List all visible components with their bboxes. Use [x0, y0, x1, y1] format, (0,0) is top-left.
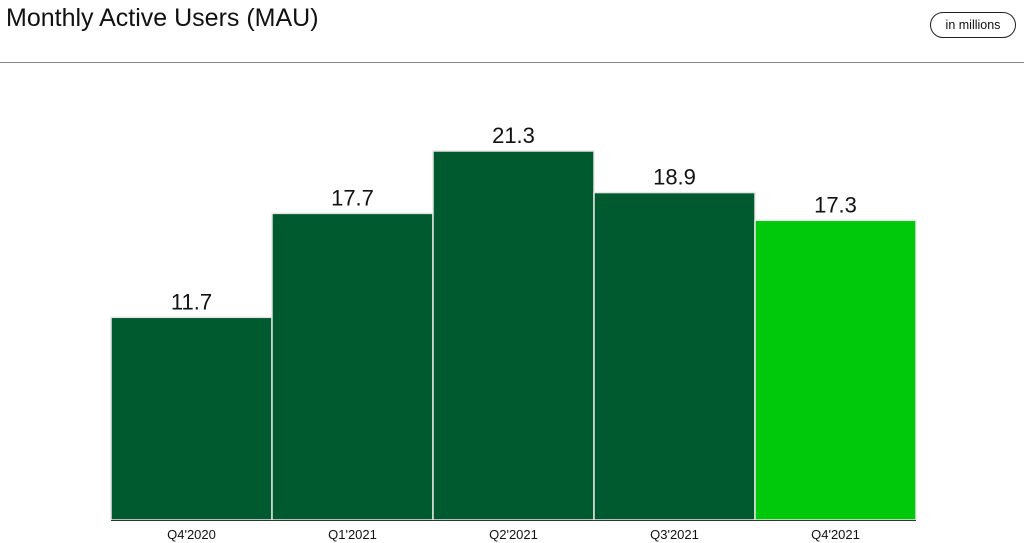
bar-value-label: 11.7 [171, 289, 212, 314]
bar-Q2'2021 [432, 150, 595, 521]
x-tick-label: Q4'2021 [811, 527, 860, 542]
bar-Q3'2021 [593, 191, 756, 521]
bar-value-label: 21.3 [492, 123, 535, 148]
bar-value-label: 17.3 [814, 192, 857, 217]
bar-value-label: 17.7 [331, 185, 374, 210]
page-title: Monthly Active Users (MAU) [6, 4, 319, 32]
bar-Q1'2021 [271, 212, 434, 521]
unit-badge: in millions [930, 12, 1016, 38]
header-divider [0, 62, 1024, 63]
bars-group [110, 150, 917, 521]
bar-Q4'2020 [110, 316, 273, 521]
x-tick-label: Q2'2021 [489, 527, 538, 542]
value-labels-group: 11.7 17.7 21.3 18.9 17.3 [171, 123, 857, 314]
x-tick-label: Q4'2020 [167, 527, 216, 542]
x-tick-label: Q1'2021 [328, 527, 377, 542]
x-tick-label: Q3'2021 [650, 527, 699, 542]
bar-Q4'2021 [754, 219, 917, 521]
x-tick-labels-group: Q4'2020 Q1'2021 Q2'2021 Q3'2021 Q4'2021 [167, 527, 860, 542]
bar-value-label: 18.9 [653, 165, 696, 190]
